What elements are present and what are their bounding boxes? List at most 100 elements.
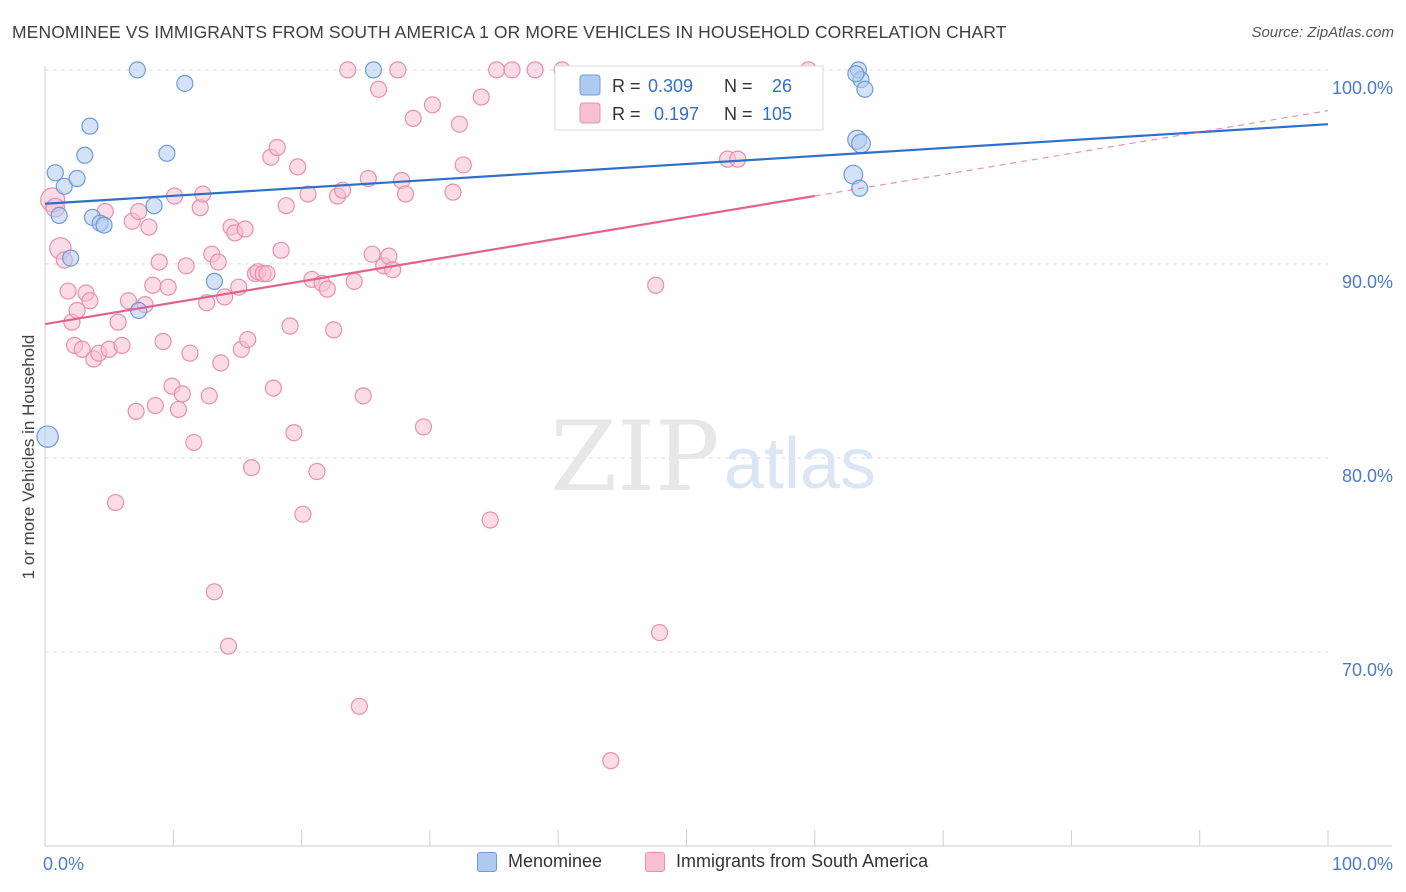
y-tick-labels: 70.0% 80.0% 90.0% 100.0% (1332, 78, 1393, 680)
legend-r-value-0: 0.309 (648, 76, 693, 96)
legend-n-value-0: 26 (772, 76, 792, 96)
series-menominee-points (36, 61, 874, 448)
legend-label-immigrants: Immigrants from South America (676, 851, 929, 871)
immigrants-point-100 (647, 276, 665, 294)
grid-lines (45, 69, 1328, 653)
immigrants-point-90 (444, 183, 462, 201)
legend-correlation: R = 0.309 N = 26 R = 0.197 N = 105 (554, 65, 824, 131)
immigrants-point-21 (130, 202, 148, 221)
menominee-point-17 (364, 61, 383, 79)
immigrants-point-39 (200, 387, 218, 405)
menominee-point-24 (847, 65, 865, 83)
immigrants-point-93 (472, 88, 490, 106)
immigrants-point-101 (650, 623, 669, 642)
immigrants-point-32 (173, 385, 191, 403)
immigrants-point-76 (350, 697, 368, 715)
immigrants-point-25 (146, 396, 164, 415)
chart-title: MENOMINEE VS IMMIGRANTS FROM SOUTH AMERI… (12, 22, 1007, 42)
y-axis-label: 1 or more Vehicles in Household (19, 335, 38, 580)
immigrants-point-75 (345, 272, 363, 290)
immigrants-point-89 (423, 96, 442, 114)
legend-r-value-1: 0.197 (654, 104, 699, 124)
immigrants-point-8 (73, 340, 91, 358)
legend-swatch-menominee (477, 851, 497, 872)
immigrants-point-45 (219, 637, 238, 655)
trend-line-menominee (44, 123, 1329, 205)
menominee-point-10 (95, 216, 113, 234)
immigrants-point-94 (481, 511, 499, 529)
immigrants-point-35 (185, 433, 203, 452)
immigrants-point-4 (59, 282, 77, 300)
legend-item-immigrants: Immigrants from South America (645, 851, 928, 872)
y-tick-label-1: 80.0% (1342, 466, 1393, 486)
immigrants-point-103 (729, 150, 747, 168)
immigrants-point-50 (236, 220, 254, 238)
legend-swatch-immigrants (579, 102, 601, 124)
immigrants-point-84 (389, 61, 407, 79)
legend-n-label-0: N = (724, 76, 753, 96)
legend-swatch-menominee (579, 74, 601, 96)
menominee-point-3 (55, 177, 73, 195)
immigrants-point-42 (209, 253, 227, 271)
immigrants-point-63 (285, 424, 303, 442)
immigrants-point-95 (488, 61, 506, 79)
immigrants-point-28 (159, 278, 177, 296)
immigrants-point-70 (318, 280, 336, 298)
immigrants-point-41 (205, 583, 223, 601)
immigrants-point-86 (396, 185, 415, 203)
immigrants-point-10 (81, 292, 99, 310)
immigrants-point-83 (384, 261, 402, 279)
immigrants-point-91 (450, 115, 469, 133)
immigrants-point-74 (339, 61, 357, 79)
immigrants-point-68 (308, 462, 326, 481)
menominee-point-13 (145, 197, 163, 215)
trend-lines (44, 110, 1329, 326)
x-tick-label-0: 0.0% (43, 854, 84, 874)
menominee-point-0 (36, 425, 59, 448)
immigrants-point-79 (363, 245, 381, 263)
immigrants-point-31 (169, 400, 188, 419)
trend-line-immigrants-extension (814, 110, 1329, 197)
immigrants-point-24 (144, 276, 162, 294)
x-tick-label-1: 100.0% (1332, 854, 1393, 874)
legend-n-value-1: 105 (762, 104, 792, 124)
immigrants-point-99 (602, 752, 620, 770)
legend-series: Menominee Immigrants from South America (0, 851, 1406, 877)
immigrants-point-58 (264, 379, 282, 397)
immigrants-point-23 (140, 218, 158, 236)
watermark-atlas: atlas (724, 424, 876, 504)
legend-r-label-0: R = (612, 76, 641, 96)
immigrants-point-77 (354, 387, 372, 405)
immigrants-point-51 (239, 330, 257, 349)
legend-item-menominee: Menominee (477, 851, 602, 872)
menominee-point-6 (76, 146, 94, 164)
menominee-point-4 (62, 249, 80, 267)
menominee-point-16 (205, 272, 223, 290)
menominee-point-5 (68, 169, 86, 188)
immigrants-point-66 (299, 185, 317, 203)
immigrants-point-65 (294, 505, 312, 523)
y-tick-label-3: 100.0% (1332, 78, 1393, 98)
menominee-point-7 (81, 117, 99, 135)
menominee-point-14 (158, 144, 176, 162)
y-tick-label-0: 70.0% (1342, 660, 1393, 680)
immigrants-point-62 (281, 317, 299, 335)
menominee-point-20 (851, 133, 871, 154)
watermark-zip: ZIP (550, 401, 719, 513)
immigrants-point-87 (404, 109, 422, 127)
legend-label-menominee: Menominee (508, 851, 603, 871)
immigrants-point-16 (109, 313, 127, 331)
immigrants-point-71 (325, 321, 343, 339)
immigrants-point-96 (503, 61, 521, 79)
immigrants-point-56 (258, 265, 276, 283)
trend-line-immigrants (44, 194, 815, 326)
immigrants-point-59 (268, 138, 286, 157)
source-label: Source: ZipAtlas.com (1251, 24, 1394, 41)
immigrants-point-97 (526, 61, 544, 79)
immigrants-point-44 (216, 288, 234, 306)
immigrants-point-17 (113, 336, 131, 355)
x-tick-labels: 0.0% 100.0% (43, 854, 1393, 874)
menominee-point-23 (856, 80, 874, 98)
menominee-point-1 (46, 164, 64, 182)
